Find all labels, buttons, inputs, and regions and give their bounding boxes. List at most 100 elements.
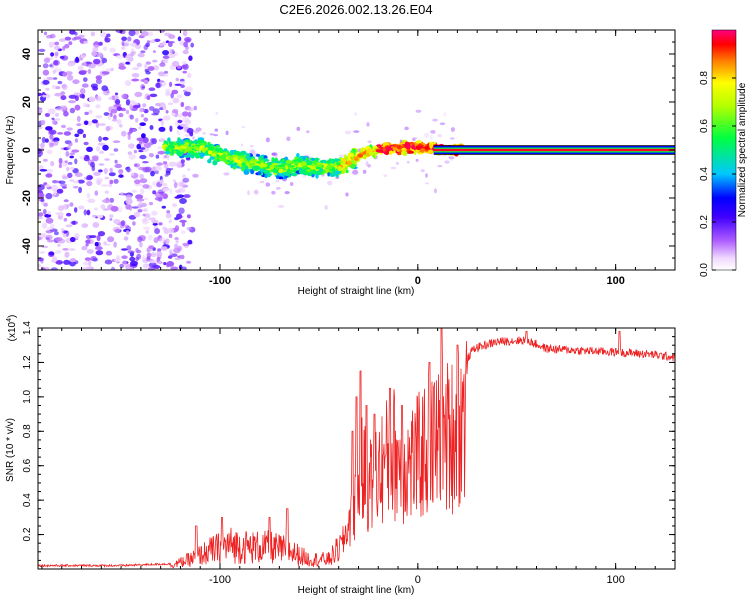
spectrogram-cell: [264, 173, 268, 179]
spectrogram-cell: [74, 133, 80, 138]
spectrogram-cell: [142, 255, 146, 260]
spectrogram-cell: [283, 172, 291, 177]
spectrogram-cell: [66, 212, 72, 217]
spectrogram-cell: [98, 41, 103, 46]
spectrogram-cell: [65, 151, 70, 157]
spectrogram-cell: [134, 179, 141, 185]
spectrogram-cell: [182, 111, 189, 117]
spectrogram-cell: [54, 250, 62, 254]
spectrogram-cell: [156, 162, 164, 166]
spectrogram-cell: [95, 95, 102, 102]
spectrogram-cell: [113, 219, 120, 224]
spectrogram-cell: [266, 173, 273, 176]
spectrogram-cell: [108, 172, 116, 177]
spectrogram-cell: [62, 248, 69, 251]
spectrogram-cell: [188, 55, 193, 61]
spectrogram-cell: [57, 80, 63, 85]
spectrogram-cell: [174, 83, 182, 87]
spectrogram-cell: [249, 162, 256, 166]
spectrogram-cell: [74, 57, 80, 64]
spectrogram-cell: [168, 161, 177, 167]
spectrogram-cell: [54, 237, 63, 242]
spectrogram-cell: [132, 104, 141, 109]
spectrogram-cell: [165, 110, 169, 114]
spectrogram-cell: [92, 47, 99, 52]
spectrogram-cell: [57, 243, 61, 247]
spectrogram-cell: [45, 192, 53, 200]
spectrogram-cell: [160, 74, 169, 77]
spectrogram-cell: [49, 134, 54, 140]
spectrogram-cell: [145, 230, 149, 234]
spectrogram-cell: [296, 153, 300, 158]
spectrogram-cell: [102, 198, 111, 204]
spectrogram-cell: [385, 146, 392, 152]
spectrogram-cell: [335, 162, 341, 166]
spectrogram-cell: [110, 67, 114, 72]
spectrogram-cell: [169, 49, 175, 54]
spectrogram-cell: [168, 141, 174, 146]
spectrogram-cell: [284, 191, 290, 195]
spectrogram-cell: [170, 253, 178, 257]
spectrogram-cell: [49, 142, 55, 148]
spectrogram-cell: [48, 41, 56, 46]
spectrogram-cell: [59, 55, 65, 59]
spectrogram-cell: [128, 143, 135, 149]
spectrogram-cell: [137, 209, 143, 213]
spectrogram-cell: [140, 31, 149, 37]
spectrogram-cell: [54, 86, 61, 90]
spectrogram-cell: [173, 52, 179, 56]
spectrogram-cell: [148, 87, 156, 91]
spectrogram-cell: [110, 205, 119, 212]
spectrogram-cell: [95, 250, 104, 256]
spectrogram-cell: [134, 91, 143, 98]
spectrogram-cell: [42, 63, 49, 69]
x-tick-label: 0: [415, 275, 421, 287]
spectrogram-cell: [79, 93, 85, 99]
spectrogram-cell: [45, 237, 50, 240]
spectrogram-cell: [412, 138, 416, 141]
spectrogram-cell: [102, 144, 109, 151]
spectrogram-cell: [61, 186, 67, 189]
spectrogram-cell: [269, 165, 275, 170]
spectrogram-cell: [174, 225, 180, 232]
colorbar-tick-label: 0.2: [699, 215, 710, 229]
spectrogram-cell: [38, 108, 43, 115]
spectrogram-cell: [152, 166, 156, 173]
spectrogram-cell: [66, 146, 71, 150]
spectrogram-cell: [144, 197, 149, 201]
spectrogram-cell: [405, 145, 411, 150]
spectrogram-cell: [129, 114, 134, 120]
spectrogram-cell: [140, 114, 145, 118]
spectrogram-cell: [177, 141, 181, 147]
spectrogram-cell: [120, 220, 126, 227]
spectrogram-cell: [104, 190, 109, 194]
x-tick-label: 100: [606, 275, 624, 287]
spectrogram-cell: [78, 34, 85, 38]
spectrogram-cell: [95, 146, 101, 152]
spectrogram-cell: [415, 109, 422, 113]
spectrogram-cell: [139, 107, 144, 113]
spectrogram-cell: [142, 103, 147, 108]
spectrogram-cell: [214, 155, 218, 162]
spectrogram-cell: [121, 248, 128, 251]
spectrogram-cell: [182, 174, 186, 178]
spectrogram-cell: [127, 250, 135, 254]
spectrogram-cell: [97, 52, 103, 58]
spectrogram-cell: [97, 214, 104, 219]
spectrogram-cell: [353, 130, 360, 133]
colorbar-ticks: 0.0 0.2 0.4 0.6 0.8: [699, 71, 736, 277]
spectrogram-cell: [103, 167, 108, 175]
spectrogram-cell: [134, 211, 141, 218]
spectrogram-cell: [39, 192, 45, 198]
spectrogram-cell: [78, 66, 84, 71]
spectrogram-cell: [275, 187, 281, 190]
spectrogram-cell: [73, 185, 79, 189]
spectrogram-cell: [51, 84, 57, 90]
snr-xlabel: Height of straight line (km): [298, 585, 415, 596]
spectrogram-cell: [152, 264, 161, 269]
spectrogram-cell: [86, 249, 94, 254]
spectrogram-cell: [181, 266, 187, 270]
spectrogram-cell: [179, 198, 187, 204]
spectrogram-cell: [46, 76, 54, 81]
spectrogram-cell: [91, 50, 97, 57]
